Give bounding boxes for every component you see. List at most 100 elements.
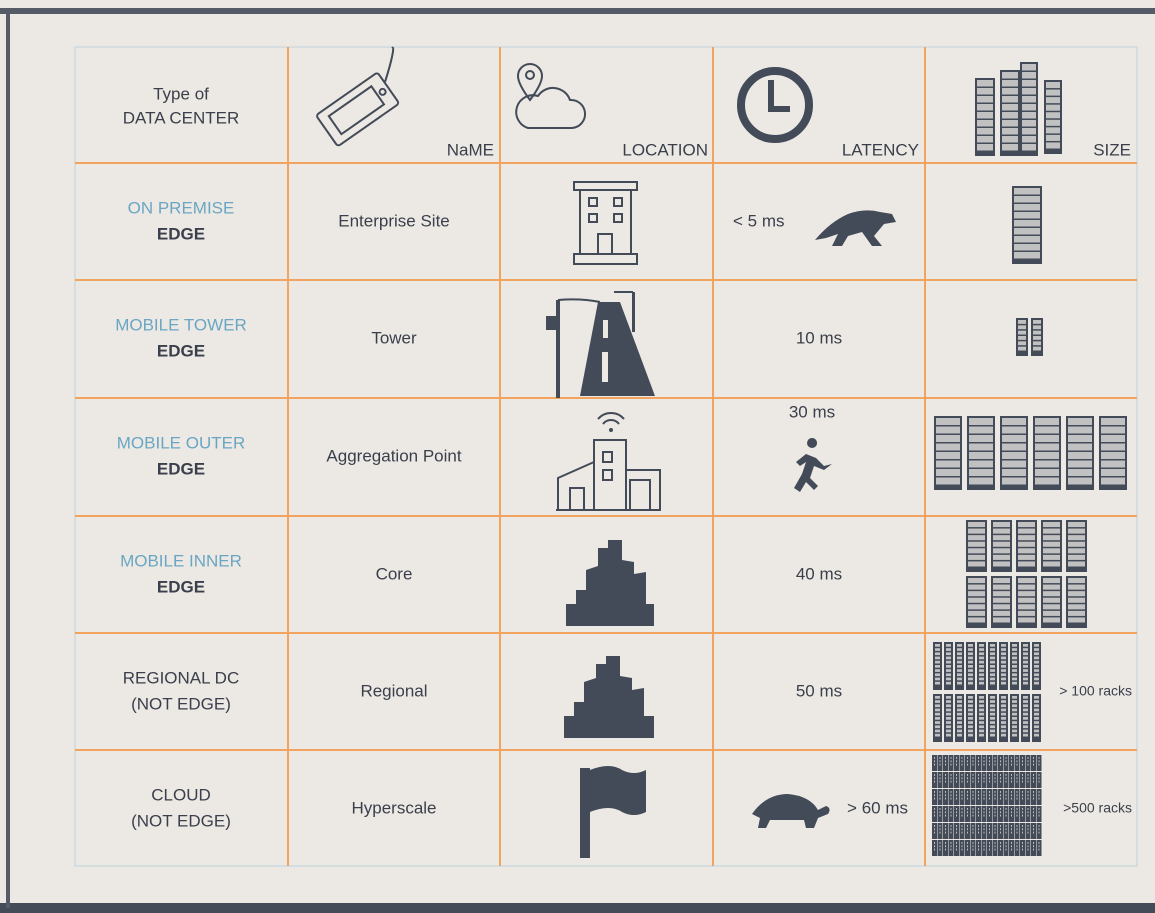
rack-part <box>968 561 985 566</box>
rack-part <box>1006 811 1007 813</box>
rack-part <box>977 738 986 742</box>
rack-part <box>951 781 952 783</box>
rack-part <box>993 585 1010 590</box>
rack-part <box>940 764 941 766</box>
rack-part <box>1011 781 1012 783</box>
rack-part <box>993 522 1010 527</box>
rack-part <box>1014 228 1040 235</box>
rack-part <box>978 757 979 759</box>
rack-part <box>1039 825 1040 827</box>
latency: 10 ms <box>796 328 842 347</box>
rack-part <box>1018 561 1035 566</box>
rack-part <box>957 661 962 664</box>
rack-part <box>962 811 963 813</box>
rack-part <box>995 791 996 793</box>
rack-part <box>978 815 979 817</box>
rack-part <box>1023 657 1028 660</box>
rack-part <box>935 661 940 664</box>
rack-part <box>987 767 992 771</box>
rack-part <box>1028 849 1029 851</box>
rack-part <box>1028 798 1029 800</box>
rack-part <box>1043 585 1060 590</box>
rack-part <box>951 828 952 830</box>
rack-part <box>968 652 973 655</box>
rack-part <box>1012 260 1042 264</box>
rack-part <box>1101 427 1125 434</box>
rack-part <box>946 730 951 733</box>
rack-part <box>993 535 1010 540</box>
rack-part <box>982 784 987 788</box>
rack-part <box>989 815 990 817</box>
rack-part <box>984 764 985 766</box>
rack-part <box>955 738 964 742</box>
rack-part <box>936 461 960 468</box>
rack-part <box>1023 652 1028 655</box>
rack-part <box>1043 578 1060 583</box>
rack-part <box>1006 777 1007 779</box>
rack-part <box>1018 598 1035 603</box>
rack-part <box>969 427 993 434</box>
rack-part <box>988 738 997 742</box>
rack-part <box>943 835 948 839</box>
rack-part <box>1018 555 1035 560</box>
rack-part <box>1035 435 1059 442</box>
rack-part <box>954 852 959 856</box>
rack-part <box>949 852 954 856</box>
rack-part <box>935 669 940 672</box>
rack-part <box>946 725 951 728</box>
rack-part <box>968 591 985 596</box>
latency: 30 ms <box>789 402 835 421</box>
rack-part <box>1033 811 1034 813</box>
rack-part <box>934 781 935 783</box>
rack-part <box>1000 760 1001 762</box>
rack-part <box>1022 845 1023 847</box>
rack-part <box>1016 352 1028 356</box>
rack-part <box>1011 777 1012 779</box>
rack-part <box>934 825 935 827</box>
rack-part <box>946 648 951 651</box>
rack-part <box>1066 486 1094 490</box>
type-label: MOBILE INNER <box>120 551 242 570</box>
rack-part <box>1012 648 1017 651</box>
rack-part <box>1033 760 1034 762</box>
rack-part <box>1032 686 1041 690</box>
rack-part <box>995 845 996 847</box>
rack-part <box>1000 764 1001 766</box>
rack-part <box>1022 815 1023 817</box>
rack-part <box>995 760 996 762</box>
rack-part <box>1101 418 1125 425</box>
rack-part <box>935 657 940 660</box>
rack-part <box>1015 801 1020 805</box>
rack-part <box>1014 188 1040 195</box>
header-latency: LATENCY <box>842 140 919 159</box>
rack-part <box>1011 842 1012 844</box>
rack-part <box>1023 700 1028 703</box>
rack-part <box>987 835 992 839</box>
rack-part <box>973 791 974 793</box>
rack-part <box>998 852 1003 856</box>
rack-part <box>1022 72 1036 79</box>
rack-part <box>968 617 985 622</box>
rack-part <box>943 784 948 788</box>
rack-part <box>1039 794 1040 796</box>
rack-part <box>979 713 984 716</box>
rack-part <box>1039 815 1040 817</box>
rack-part <box>978 777 979 779</box>
rack-part <box>1001 669 1006 672</box>
rack-part <box>1039 811 1040 813</box>
rack-part <box>977 144 993 151</box>
rack-part <box>1018 336 1026 340</box>
rack-part <box>1011 808 1012 810</box>
rack-part <box>1039 764 1040 766</box>
rack-part <box>1001 696 1006 699</box>
rack-part <box>968 721 973 724</box>
rack-part <box>989 808 990 810</box>
rack-part <box>1017 849 1018 851</box>
rack-part <box>1023 717 1028 720</box>
rack-part <box>1017 774 1018 776</box>
rack-part <box>995 774 996 776</box>
rack-part <box>993 555 1010 560</box>
rack-part <box>995 815 996 817</box>
rack-part <box>962 781 963 783</box>
rack-part <box>1033 808 1034 810</box>
